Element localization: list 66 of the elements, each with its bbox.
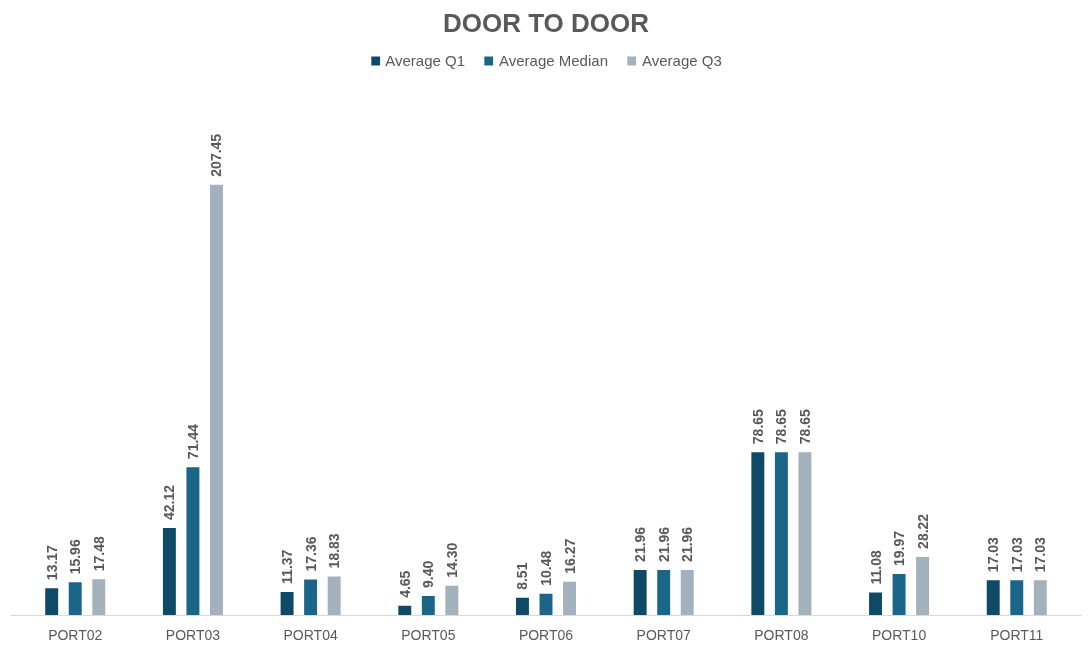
- x-tick-label: PORT02: [48, 626, 103, 643]
- data-label: 78.65: [773, 408, 790, 445]
- bar: [633, 569, 647, 616]
- bar: [45, 588, 59, 616]
- chart-title: DOOR TO DOOR: [442, 7, 650, 38]
- bar: [209, 184, 223, 616]
- legend-label: Average Q1: [385, 52, 466, 69]
- data-label: 71.44: [184, 423, 201, 460]
- data-label: 207.45: [208, 133, 225, 177]
- bar: [186, 467, 200, 616]
- data-label: 21.96: [632, 526, 649, 562]
- data-label: 19.97: [891, 530, 908, 567]
- bar: [563, 581, 577, 616]
- bar: [162, 528, 176, 616]
- bar: [327, 576, 341, 616]
- data-label: 11.37: [279, 549, 296, 584]
- bar: [421, 595, 435, 616]
- bar: [280, 591, 294, 616]
- bar: [1010, 580, 1024, 616]
- bar: [869, 592, 883, 616]
- data-label: 10.48: [538, 550, 554, 586]
- data-label: 14.30: [443, 542, 460, 578]
- bar: [398, 605, 412, 616]
- data-label: 17.03: [985, 536, 1002, 573]
- data-label: 16.27: [561, 538, 578, 574]
- data-label: 21.96: [679, 526, 696, 562]
- x-tick-label: PORT08: [754, 626, 809, 643]
- x-tick-label: PORT07: [636, 626, 692, 643]
- bar: [657, 569, 671, 616]
- x-tick-label: PORT05: [401, 626, 456, 643]
- data-label: 4.65: [396, 570, 413, 598]
- data-label: 8.51: [514, 562, 531, 590]
- bar: [751, 452, 765, 616]
- bar: [986, 580, 1000, 616]
- bar: [445, 585, 459, 616]
- x-tick-label: PORT10: [871, 626, 927, 643]
- bar: [680, 569, 694, 616]
- data-label: 17.03: [1032, 536, 1049, 573]
- x-tick-label: PORT11: [990, 626, 1044, 643]
- bar: [304, 579, 318, 616]
- data-label: 17.03: [1008, 536, 1025, 573]
- bar: [515, 597, 529, 616]
- bar: [774, 452, 788, 616]
- bar: [92, 579, 106, 616]
- data-label: 17.36: [302, 536, 319, 572]
- x-tick-label: PORT04: [283, 626, 338, 643]
- x-tick-label: PORT06: [518, 626, 574, 643]
- bar: [892, 574, 906, 616]
- data-label: 78.65: [796, 408, 813, 445]
- legend-label: Average Median: [499, 52, 608, 69]
- bar: [1033, 580, 1047, 616]
- bar: [68, 582, 82, 616]
- data-label: 21.96: [655, 526, 672, 562]
- data-label: 78.65: [749, 408, 766, 445]
- bar: [798, 452, 812, 616]
- data-label: 9.40: [420, 560, 437, 588]
- data-label: 13.17: [43, 544, 60, 581]
- bar: [916, 556, 930, 616]
- data-label: 11.08: [867, 550, 884, 585]
- data-label: 28.22: [914, 513, 931, 549]
- legend-label: Average Q3: [641, 52, 722, 69]
- data-label: 15.96: [67, 539, 84, 575]
- data-label: 18.83: [326, 533, 343, 569]
- data-label: 42.12: [161, 484, 178, 521]
- x-tick-label: PORT03: [165, 626, 221, 643]
- data-label: 17.48: [90, 535, 107, 572]
